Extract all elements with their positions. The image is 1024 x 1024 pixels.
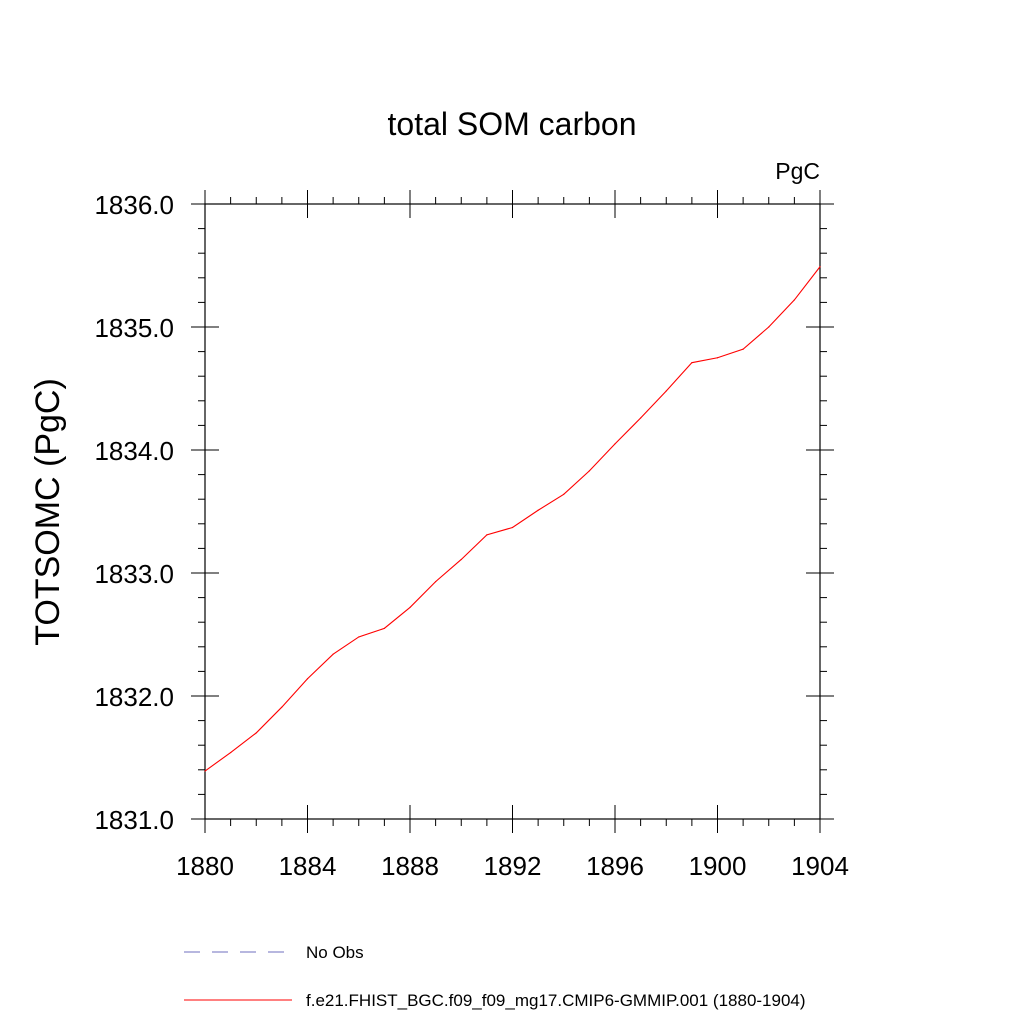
y-tick-label: 1833.0 (94, 559, 174, 589)
data-point (819, 266, 821, 268)
data-point (486, 534, 488, 536)
y-axis-label: TOTSOMC (PgC) (29, 378, 67, 646)
x-tick-label: 1884 (279, 851, 337, 881)
data-point (563, 493, 565, 495)
series-line (204, 266, 821, 772)
minor-ticks (198, 197, 827, 826)
series-layer (204, 266, 821, 772)
data-point (358, 636, 360, 638)
chart-title: total SOM carbon (388, 106, 637, 142)
data-point (332, 653, 334, 655)
x-tick-label: 1900 (689, 851, 747, 881)
x-tick-label: 1888 (381, 851, 439, 881)
data-point (716, 357, 719, 359)
data-point (691, 362, 693, 364)
data-point (435, 581, 437, 583)
data-point (742, 348, 744, 350)
data-point (281, 706, 283, 708)
x-tick-label: 1880 (176, 851, 234, 881)
x-tick-label: 1904 (791, 851, 849, 881)
data-point (306, 678, 309, 680)
data-point (511, 526, 514, 529)
data-point (460, 558, 462, 561)
legend-label: No Obs (306, 943, 364, 962)
data-point (230, 751, 232, 754)
major-ticks (191, 190, 834, 833)
data-point (588, 470, 590, 472)
y-tick-label: 1832.0 (94, 682, 174, 712)
data-point (640, 417, 642, 419)
data-point (614, 443, 616, 445)
legend: No Obs f.e21.FHIST_BGC.f09_f09_mg17.CMIP6… (184, 943, 806, 1010)
data-point (409, 606, 411, 609)
data-point (768, 326, 770, 328)
data-point (204, 770, 206, 772)
y-tick-label: 1834.0 (94, 436, 174, 466)
data-point (383, 627, 385, 629)
plot-frame (204, 203, 821, 820)
units-label: PgC (775, 158, 820, 184)
x-tick-label: 1892 (484, 851, 542, 881)
data-point (255, 732, 257, 734)
data-point (793, 299, 795, 301)
data-point (665, 390, 667, 392)
y-tick-label: 1835.0 (94, 313, 174, 343)
y-tick-label: 1836.0 (94, 190, 174, 220)
legend-label: f.e21.FHIST_BGC.f09_f09_mg17.CMIP6-GMMIP… (306, 991, 806, 1010)
x-tick-label: 1896 (586, 851, 644, 881)
data-point (537, 509, 539, 511)
tick-labels: 1880 1884 1888 1892 1896 1900 1904 1831.0 1832.0… (94, 190, 848, 881)
y-tick-label: 1831.0 (94, 805, 174, 835)
